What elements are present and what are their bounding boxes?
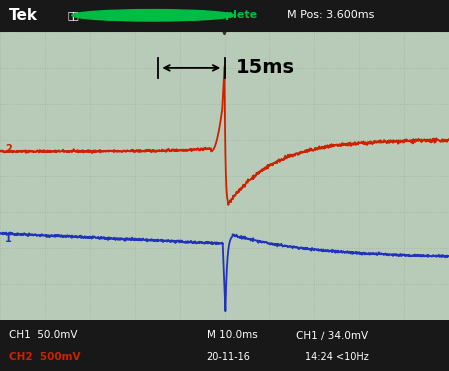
Text: ⍿⍾: ⍿⍾ xyxy=(67,10,79,20)
Text: 14:24 <10Hz: 14:24 <10Hz xyxy=(305,352,369,362)
Text: 1: 1 xyxy=(5,234,12,244)
Text: Acq Complete: Acq Complete xyxy=(171,10,257,20)
Text: M Pos: 3.600ms: M Pos: 3.600ms xyxy=(287,10,375,20)
Text: CH1  50.0mV: CH1 50.0mV xyxy=(9,330,78,340)
Text: CH1 ∕ 34.0mV: CH1 ∕ 34.0mV xyxy=(296,330,369,340)
Text: 20-11-16: 20-11-16 xyxy=(207,352,251,362)
Text: Tek: Tek xyxy=(9,8,38,23)
Text: M 10.0ms: M 10.0ms xyxy=(207,330,257,340)
Circle shape xyxy=(72,10,233,21)
Text: CH2  500mV: CH2 500mV xyxy=(9,352,80,362)
Text: 15ms: 15ms xyxy=(236,58,295,78)
Text: 2: 2 xyxy=(5,144,12,154)
